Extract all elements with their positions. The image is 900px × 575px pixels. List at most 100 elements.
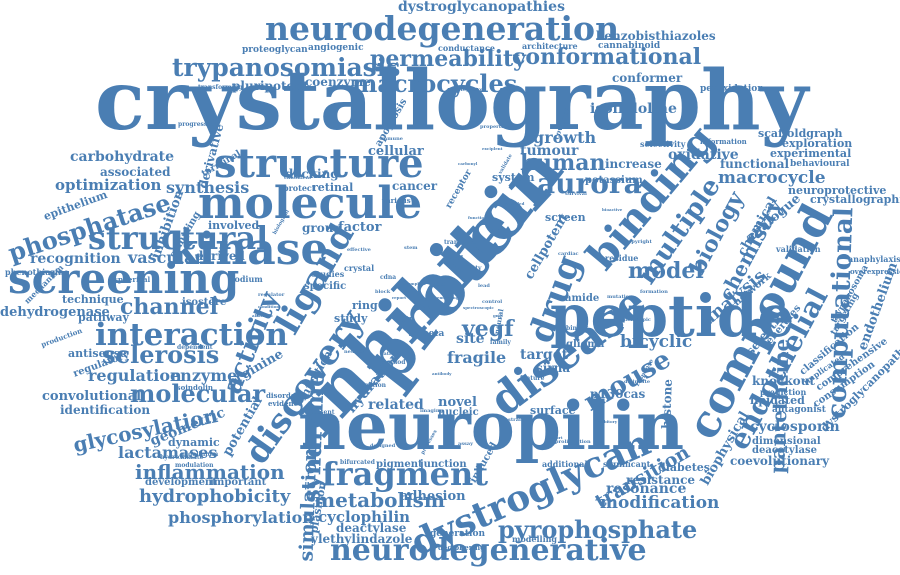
word-carbonyl: carbonyl: [458, 161, 478, 166]
word-resonance: resonance: [606, 481, 687, 497]
word-allosteric: allosteric: [252, 313, 274, 318]
word-effective: effective: [347, 247, 371, 253]
word-crystallographic: crystallographic: [810, 193, 900, 206]
word-dystroglycanopathies: dystroglycanopathies: [398, 0, 565, 15]
word-cardiac: cardiac: [558, 251, 579, 257]
word-surface: surface: [530, 404, 576, 417]
word-cdna: cdna: [380, 274, 397, 281]
word-trypanosomiasis: trypanosomiasis: [172, 53, 401, 82]
word-disorder: disorder: [266, 391, 299, 400]
word-architecture: architecture: [522, 41, 578, 51]
word-permeability: permeability: [370, 46, 526, 72]
word-diabetes: diabetes: [658, 461, 710, 474]
word-modelling: modelling: [512, 534, 558, 544]
word-protect: protect: [283, 183, 316, 193]
word-resistance: resistance: [626, 473, 696, 487]
word-condition: condition: [258, 304, 280, 309]
word-technique: technique: [62, 293, 124, 306]
word-formation: formation: [640, 289, 668, 295]
word-dimensional: dimensional: [752, 436, 821, 447]
word-extended: extended: [504, 201, 525, 206]
word-adhesion: adhesion: [400, 489, 466, 504]
word-phenothiazine: phenothiazine: [5, 267, 69, 277]
word-prediction: prediction: [760, 387, 807, 397]
word-involved: involved: [208, 219, 260, 232]
word-experimental: experimental: [770, 147, 852, 160]
word-derived: derived: [195, 249, 245, 263]
word-recognition: recognition: [30, 251, 121, 267]
word-system: system: [492, 171, 535, 184]
word-strain: strain: [508, 417, 525, 423]
word-binder: binder: [566, 325, 589, 332]
word-vegf: vegf: [462, 316, 514, 342]
word-gmp: gmp: [493, 313, 503, 318]
word-conductance: conductance: [438, 43, 495, 53]
word-sodium: sodium: [230, 274, 263, 284]
word-fragile: fragile: [447, 348, 507, 367]
word-emerging: emerging: [437, 295, 459, 300]
word-pathway: pathway: [78, 311, 129, 324]
word-cannabinoid: cannabinoid: [598, 41, 661, 51]
word-vascular: vascular: [128, 248, 203, 267]
word-related: related: [368, 397, 424, 413]
word-properties: properties: [480, 124, 509, 130]
word-production: production: [39, 325, 84, 350]
word-carbohydrate: carbohydrate: [70, 149, 175, 165]
word-dependent: dependent: [177, 344, 213, 351]
word-macrocycles: macrocycles: [352, 69, 518, 98]
word-family: family: [490, 339, 511, 346]
word-copyright: copyright: [625, 239, 652, 245]
word-isoindoline: isoindoline: [590, 101, 677, 117]
word-antibody: antibody: [432, 371, 452, 376]
word-bioactive: bioactive: [602, 207, 623, 212]
word-deciphering: deciphering: [438, 543, 486, 552]
word-lactamases: lactamases: [118, 443, 218, 462]
word-regulation: regulation: [88, 366, 182, 385]
word-integrator: integrator: [455, 87, 484, 93]
word-optimization: optimization: [55, 176, 162, 194]
word-aurora: aurora: [537, 167, 642, 200]
word-dynamic: dynamic: [168, 436, 220, 449]
word-exploration: exploration: [782, 137, 853, 150]
word-docking: docking: [285, 167, 339, 181]
word-represent: represent: [302, 409, 335, 416]
word-additional: additional: [542, 459, 588, 469]
word-retinal: retinal: [312, 181, 354, 194]
word-fatty: fatty: [466, 265, 482, 272]
word-coenzyme: coenzyme: [305, 75, 371, 89]
word-report: report: [392, 295, 407, 300]
word-crystal: crystal: [344, 263, 375, 273]
word-modification: modification: [600, 493, 720, 513]
word-inhibitory: inhibitory: [595, 419, 618, 424]
word-assay: assay: [458, 441, 474, 447]
word-pyrophosphate: pyrophosphate: [498, 515, 698, 544]
word-screening: screening: [8, 254, 240, 303]
word-cyclophilin: cyclophilin: [318, 508, 411, 526]
word-gadolinium: gadolinium: [180, 451, 219, 458]
word-proteoglycan: proteoglycan: [242, 45, 308, 55]
word-block: block: [375, 289, 391, 295]
word-proliferation: proliferation: [555, 439, 591, 445]
word-group: group: [302, 221, 342, 235]
word-convolutional: convolutional: [42, 389, 142, 404]
word-neurodegenerative: neurodegenerative: [330, 533, 647, 568]
word-angiogenic: angiogenic: [308, 43, 364, 53]
word-kinase: kinase: [168, 224, 329, 275]
word-role: role: [432, 281, 446, 288]
word-feature: feature: [520, 375, 545, 382]
word-tgfb: tgfb: [400, 317, 414, 324]
word-dehydrogenase: dehydrogenase: [0, 305, 110, 320]
word-template: template: [406, 281, 426, 286]
word-transforming: transforming: [198, 84, 243, 91]
word-functioning: functioning: [468, 215, 495, 220]
word-growth: growth: [533, 128, 597, 147]
word-novel: novel: [438, 395, 477, 410]
word-amide: amide: [565, 293, 600, 304]
word-isoindolin: isoindolin: [174, 383, 213, 392]
word-behavioural: behavioural: [790, 159, 850, 169]
word-target: target: [520, 347, 569, 363]
word-designed: designed: [370, 443, 396, 449]
word-synthesis: synthesis: [166, 178, 250, 197]
word-regulator: regulator: [258, 292, 285, 298]
word-various: various: [382, 196, 411, 205]
